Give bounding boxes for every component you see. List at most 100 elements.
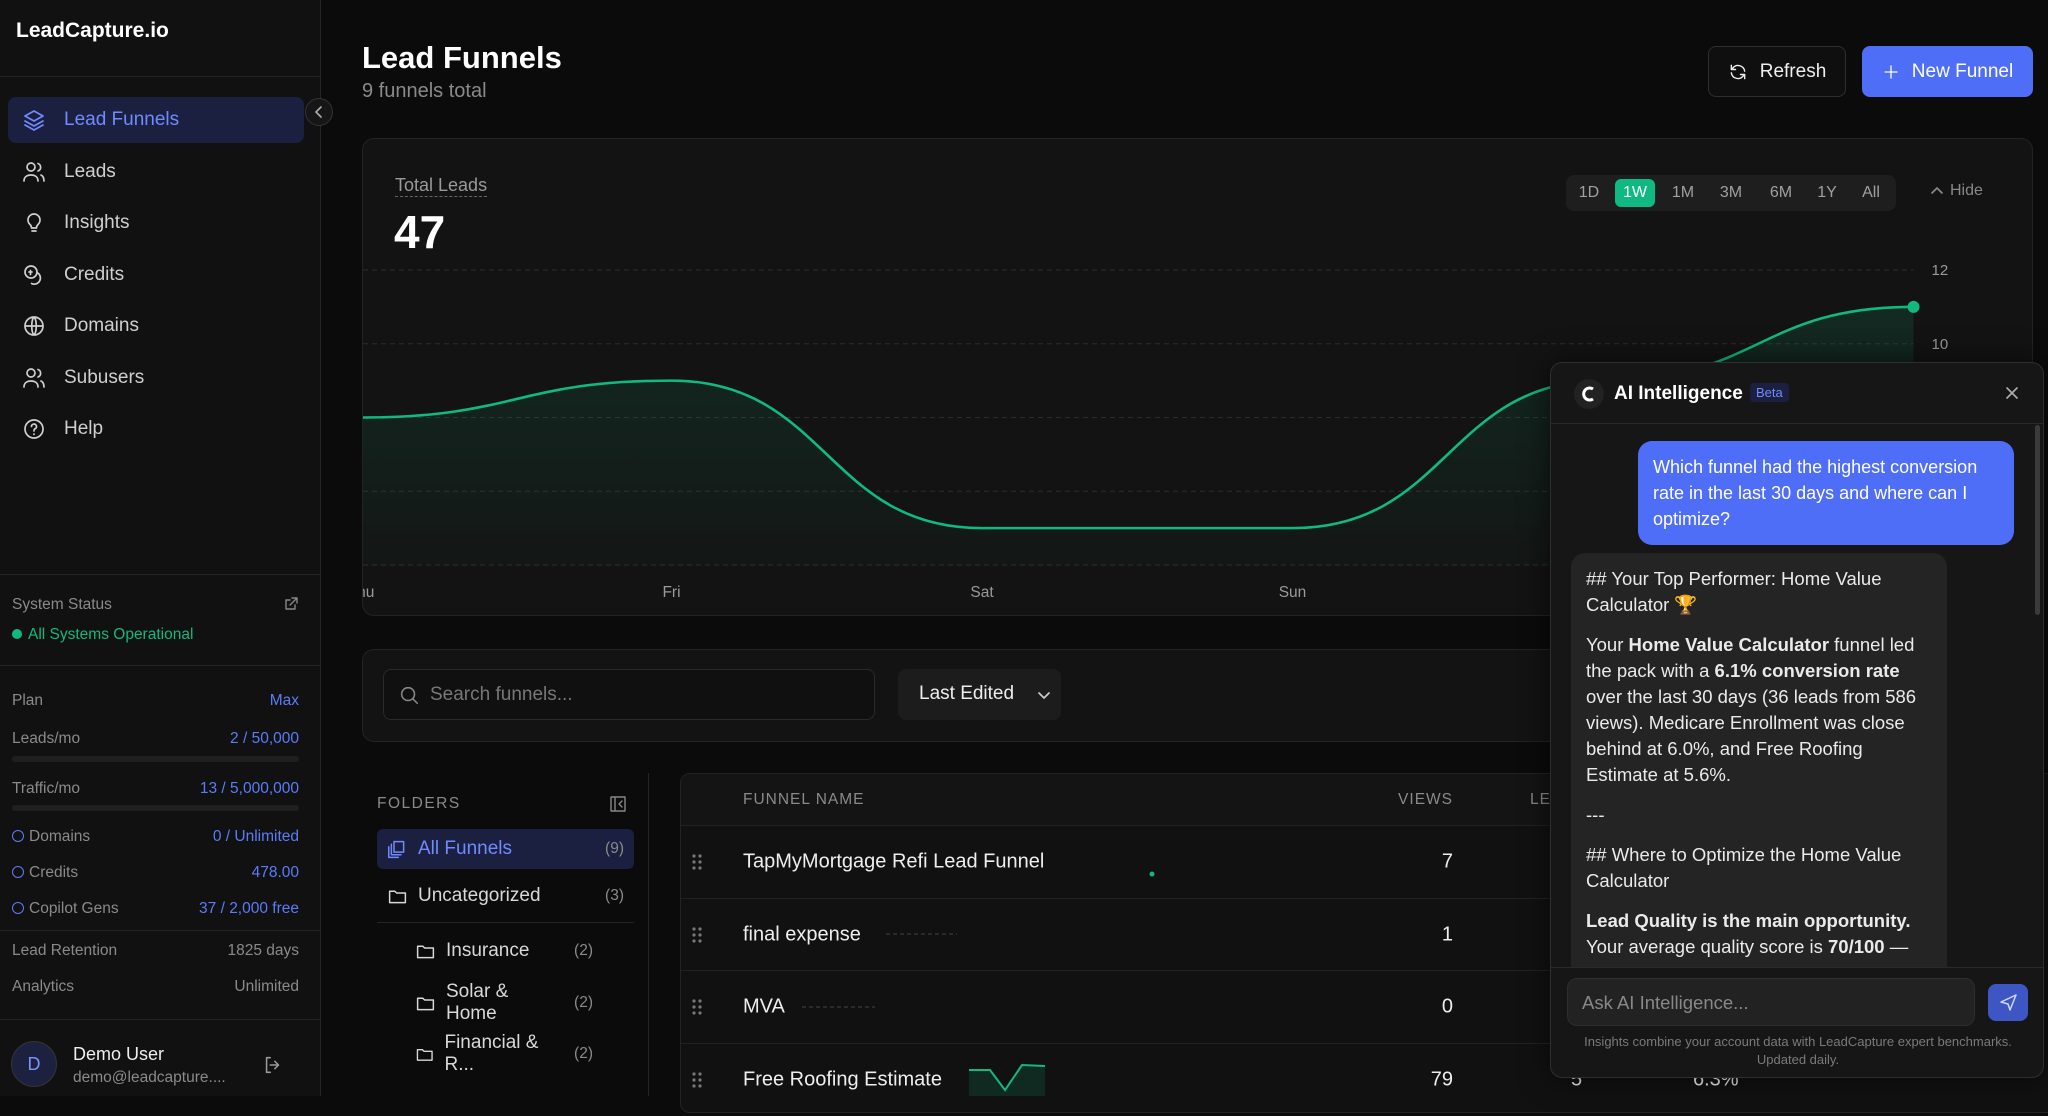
- table-row[interactable]: MVA 0: [681, 970, 2041, 1043]
- range-selector: 1D 1W 1M 3M 6M 1Y All: [1566, 175, 1896, 211]
- nav-label: Insights: [64, 212, 130, 233]
- ai-title: AI Intelligence: [1614, 383, 1743, 404]
- icon-path: [27, 213, 41, 232]
- handle-dot: [698, 860, 702, 864]
- handle-dot: [692, 1077, 696, 1082]
- handle-dot: [698, 866, 702, 870]
- icon-path: [610, 796, 626, 812]
- nav-icon: [24, 110, 44, 131]
- nav-item[interactable]: Insights: [8, 200, 304, 246]
- nav-item[interactable]: Subusers: [8, 355, 304, 401]
- status-dot: [12, 629, 22, 639]
- answer-bold: 6.1% conversion rate: [1714, 660, 1900, 681]
- nav-icon: [24, 316, 44, 336]
- plan-row: Plan Max: [12, 690, 299, 712]
- plan-value: 0 / Unlimited: [212, 828, 299, 845]
- folder-item[interactable]: Solar & Home (2): [405, 981, 603, 1024]
- table-row[interactable]: final expense 1: [681, 897, 2041, 971]
- handle-dot: [698, 1077, 702, 1082]
- close-button[interactable]: [2003, 384, 2021, 402]
- range-pill[interactable]: 1Y: [1817, 184, 1837, 201]
- icon-path: [400, 686, 419, 705]
- y-tick-label: 10: [1932, 336, 1949, 353]
- folder-item[interactable]: Financial & R... (2): [405, 1032, 603, 1075]
- folder-collapse-icon[interactable]: [608, 794, 628, 814]
- avatar[interactable]: D: [11, 1041, 57, 1087]
- folder-item[interactable]: All Funnels (9): [377, 829, 634, 869]
- x-tick-label: Sat: [970, 584, 994, 601]
- answer-paragraph: ## Where to Optimize the Home Value Calc…: [1586, 842, 1932, 894]
- sort-select[interactable]: Last Edited: [898, 669, 1061, 720]
- nav-item[interactable]: Leads: [8, 149, 304, 195]
- status-title: System Status: [12, 596, 112, 613]
- ai-logo: [1574, 379, 1604, 409]
- input-placeholder: Ask AI Intelligence...: [1582, 992, 1749, 1013]
- nav-item[interactable]: Help: [8, 406, 304, 452]
- folders-title: FOLDERS: [377, 795, 461, 812]
- nav-label: Lead Funnels: [64, 109, 180, 130]
- plan-label: Analytics: [12, 978, 75, 995]
- icon-path: [1931, 187, 1943, 194]
- sort-label: Last Edited: [919, 683, 1015, 704]
- logo[interactable]: LeadCapture.io: [16, 19, 169, 42]
- drag-handle: [692, 854, 702, 870]
- folder-count: (2): [574, 1045, 593, 1062]
- nav-item[interactable]: Domains: [8, 303, 304, 349]
- table-cell: 7: [1441, 850, 1453, 873]
- icon-path: [24, 264, 42, 285]
- plan-row: Lead Retention 1825 days: [12, 940, 299, 962]
- range-pill[interactable]: 1D: [1578, 184, 1600, 201]
- nav-item[interactable]: Credits: [8, 252, 304, 298]
- icon-path: [24, 110, 44, 131]
- area: [363, 306, 1914, 565]
- answer-text: funnel led the pack with a: [1586, 634, 1915, 681]
- refresh-button[interactable]: Refresh: [1708, 46, 1846, 97]
- handle-dot: [698, 932, 702, 937]
- folder-item[interactable]: Insurance (2): [405, 931, 603, 971]
- range-pill[interactable]: 3M: [1719, 184, 1743, 201]
- handle-dot: [692, 1005, 696, 1009]
- search-placeholder: Search funnels...: [430, 684, 573, 705]
- plan-value: 478.00: [251, 864, 299, 881]
- divider: [0, 930, 320, 931]
- external-link-icon[interactable]: [283, 596, 299, 612]
- handle-dot: [692, 932, 696, 937]
- icon-path: [24, 316, 44, 336]
- ai-input[interactable]: Ask AI Intelligence...: [1567, 978, 1975, 1026]
- send-button[interactable]: [1988, 984, 2028, 1021]
- folder-name: Financial & R...: [444, 1032, 539, 1075]
- plus-icon: [1884, 64, 1898, 79]
- x-tick-label: Fri: [662, 584, 680, 601]
- hide-button[interactable]: Hide: [1950, 182, 1983, 199]
- plan-value: Unlimited: [234, 978, 299, 995]
- plan-label: Credits: [12, 862, 78, 884]
- plan-value: 37 / 2,000 free: [199, 900, 299, 917]
- column-header: VIEWS: [1398, 790, 1453, 808]
- send-icon: [2000, 994, 2017, 1011]
- range-pill[interactable]: All: [1862, 184, 1880, 201]
- table-cell: 1: [1441, 923, 1453, 945]
- icon-path: [1582, 386, 1594, 402]
- range-pill[interactable]: 6M: [1769, 184, 1793, 201]
- folder-item[interactable]: Uncategorized (3): [377, 876, 634, 916]
- range-pill[interactable]: 1M: [1671, 184, 1695, 201]
- search-icon: [400, 686, 419, 705]
- answer-text: over the last 30 days (36 leads from 586…: [1586, 686, 1917, 785]
- new-funnel-button[interactable]: New Funnel: [1862, 46, 2033, 97]
- collapse-button[interactable]: [305, 98, 333, 126]
- page-subtitle: 9 funnels total: [362, 80, 487, 102]
- divider: [1551, 423, 2043, 424]
- nav-item[interactable]: Lead Funnels: [8, 97, 304, 143]
- range-pill[interactable]: 1W: [1615, 179, 1655, 207]
- plan-row: Copilot Gens 37 / 2,000 free: [12, 898, 299, 920]
- handle-dot: [692, 1083, 696, 1088]
- handle-dot: [698, 926, 702, 931]
- answer-paragraph: Lead Quality is the main opportunity. Yo…: [1586, 908, 1932, 960]
- folder-count: (3): [605, 887, 624, 904]
- handle-dot: [698, 1005, 702, 1009]
- search-box[interactable]: Search funnels...: [383, 669, 875, 720]
- logout-icon[interactable]: [262, 1054, 284, 1076]
- table-row[interactable]: TapMyMortgage Refi Lead Funnel 7: [681, 825, 2041, 898]
- nav-label: Credits: [64, 263, 125, 285]
